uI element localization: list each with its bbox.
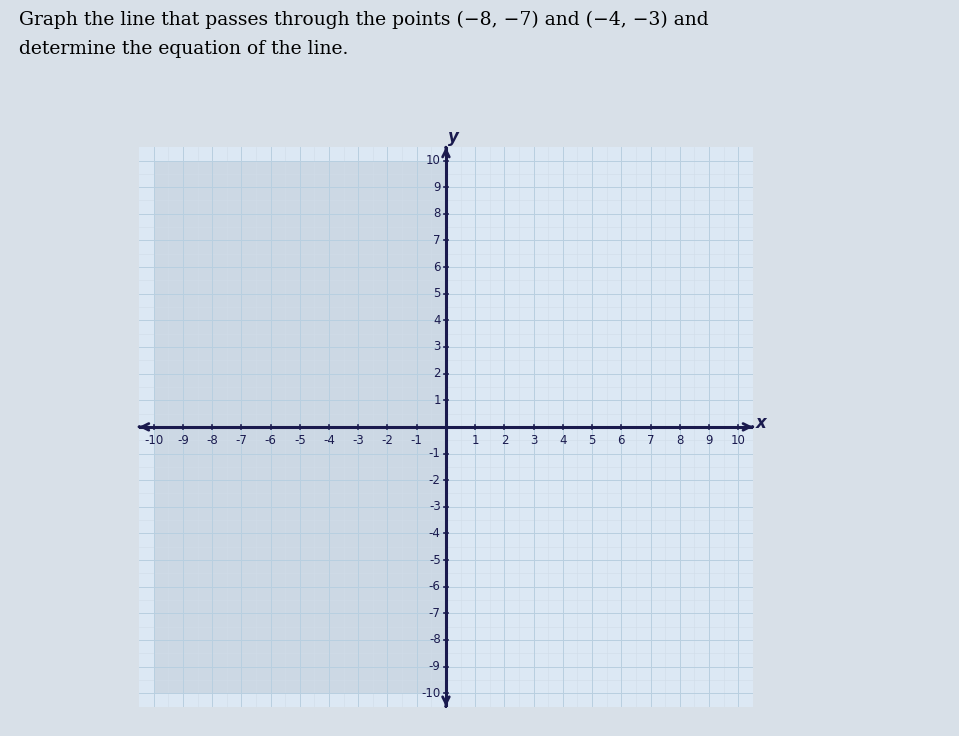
Text: -3: -3 (429, 500, 441, 513)
Text: -8: -8 (206, 434, 218, 447)
Text: -3: -3 (352, 434, 364, 447)
Text: -6: -6 (265, 434, 276, 447)
Text: -7: -7 (429, 607, 441, 620)
Text: -2: -2 (382, 434, 393, 447)
Text: 2: 2 (501, 434, 508, 447)
Bar (153, 160, 446, 693)
Text: 8: 8 (433, 208, 441, 220)
Text: 9: 9 (705, 434, 713, 447)
Text: -1: -1 (410, 434, 423, 447)
Text: determine the equation of the line.: determine the equation of the line. (19, 40, 348, 58)
Text: 7: 7 (646, 434, 654, 447)
Text: 10: 10 (731, 434, 746, 447)
Text: -6: -6 (429, 580, 441, 593)
Text: Graph the line that passes through the points (−8, −7) and (−4, −3) and: Graph the line that passes through the p… (19, 11, 709, 29)
Text: 2: 2 (433, 367, 441, 380)
Text: -8: -8 (429, 634, 441, 646)
Text: -9: -9 (429, 660, 441, 673)
Text: 1: 1 (472, 434, 479, 447)
Text: 7: 7 (433, 234, 441, 247)
Text: -4: -4 (429, 527, 441, 540)
Text: -7: -7 (235, 434, 247, 447)
Text: 1: 1 (433, 394, 441, 407)
Text: 8: 8 (676, 434, 684, 447)
Text: 10: 10 (426, 154, 441, 167)
Text: -2: -2 (429, 474, 441, 486)
Text: -4: -4 (323, 434, 335, 447)
Text: -5: -5 (293, 434, 306, 447)
Text: -1: -1 (429, 447, 441, 460)
Text: 9: 9 (433, 180, 441, 194)
Text: 5: 5 (433, 287, 441, 300)
Text: 4: 4 (433, 314, 441, 327)
Text: -10: -10 (144, 434, 163, 447)
Text: -10: -10 (421, 687, 441, 700)
Text: -9: -9 (177, 434, 189, 447)
Text: 3: 3 (433, 341, 441, 353)
Text: 4: 4 (559, 434, 567, 447)
Text: -5: -5 (429, 553, 441, 567)
Text: 5: 5 (589, 434, 596, 447)
Text: 3: 3 (530, 434, 537, 447)
Text: y: y (448, 128, 458, 146)
Text: 6: 6 (433, 261, 441, 274)
Text: x: x (756, 414, 766, 432)
Text: 6: 6 (618, 434, 625, 447)
